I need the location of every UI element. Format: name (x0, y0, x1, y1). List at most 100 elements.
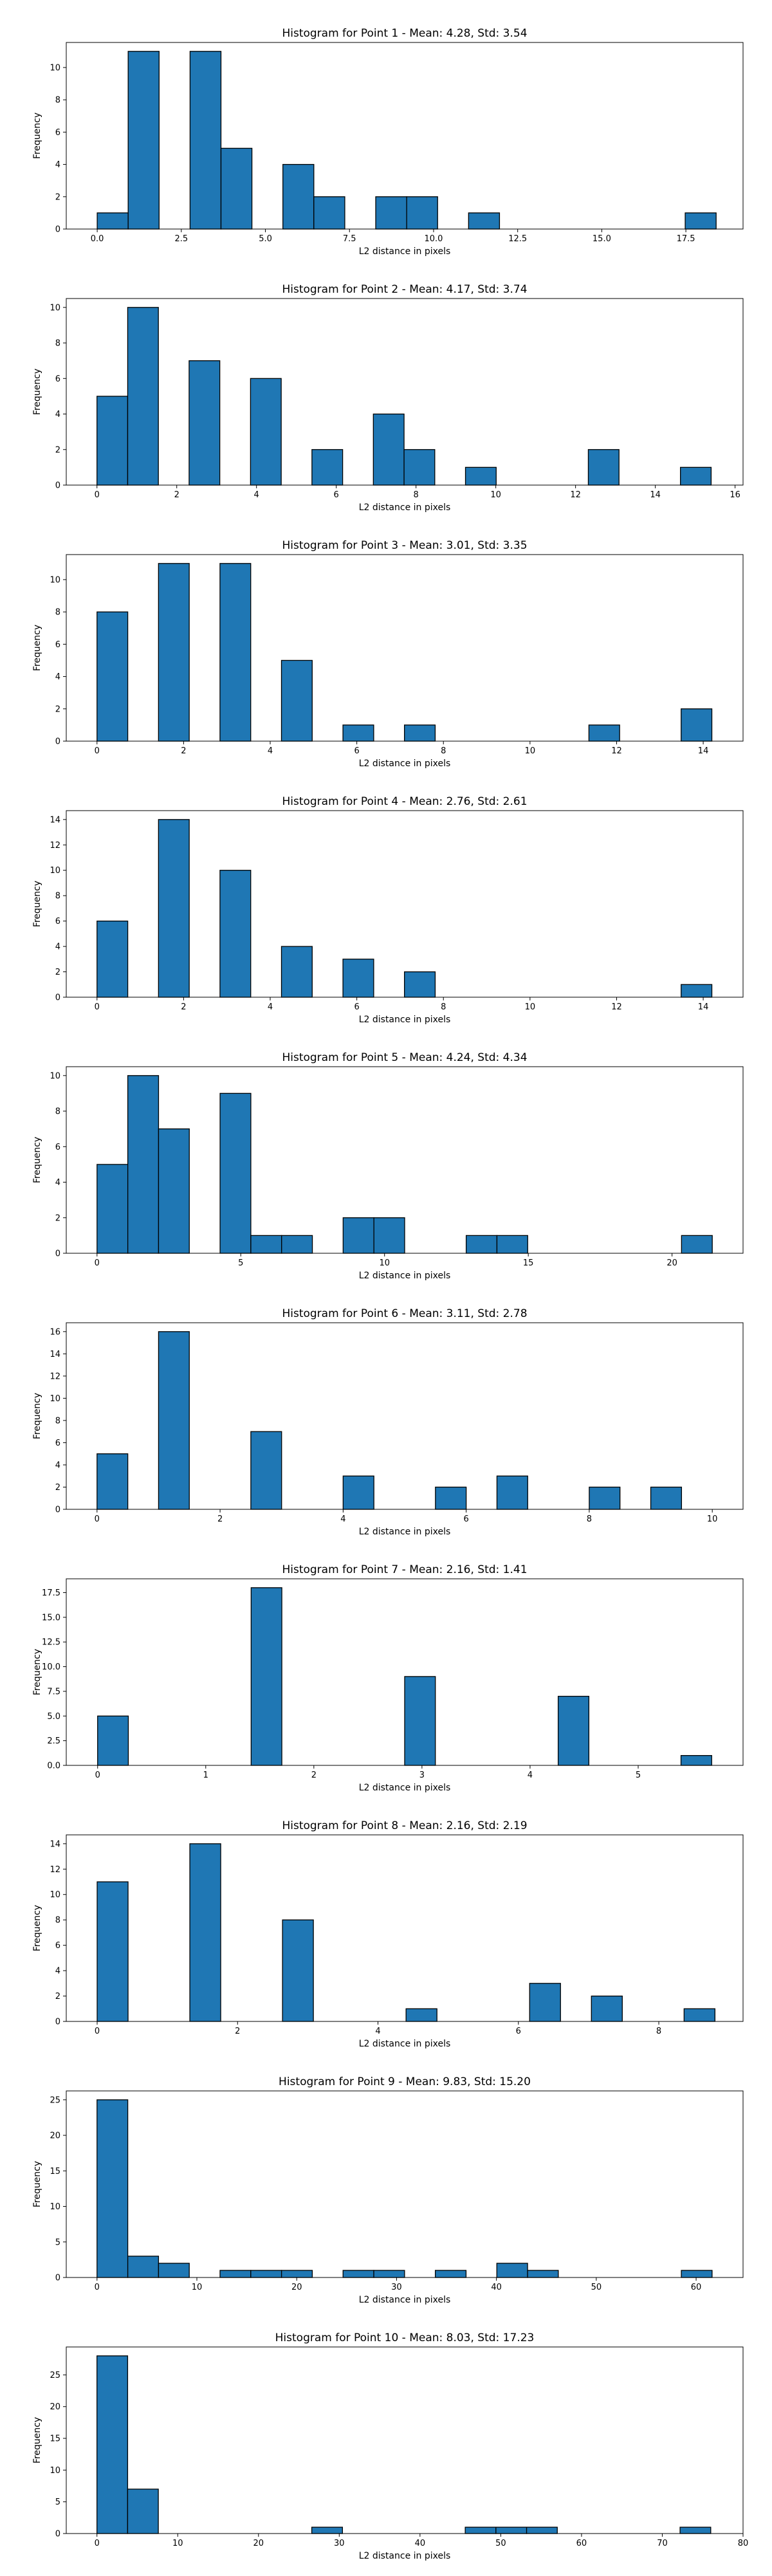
y-tick-label: 5 (55, 2498, 60, 2507)
chart-title: Histogram for Point 4 - Mean: 2.76, Std:… (282, 795, 527, 808)
y-tick-label: 2 (55, 445, 60, 455)
histogram-bar (375, 196, 407, 230)
histogram-bar (311, 2526, 343, 2534)
histogram-bar (219, 563, 252, 742)
histogram-bar (281, 1235, 313, 1254)
y-tick-label: 2 (55, 1213, 60, 1223)
x-tick-label: 6 (463, 1514, 468, 1524)
y-tick-label: 8 (55, 1416, 60, 1426)
histogram-bar (250, 378, 282, 486)
chart-title: Histogram for Point 8 - Mean: 2.16, Std:… (282, 1819, 527, 1832)
plot-frame (66, 1322, 744, 1510)
histogram-bar (526, 2526, 558, 2534)
histogram-bar (158, 819, 190, 998)
y-tick-label: 10 (50, 1890, 60, 1900)
x-tick-label: 0 (95, 1771, 100, 1780)
y-tick-label: 4 (55, 943, 60, 952)
y-tick-label: 15 (50, 2434, 60, 2444)
histogram-9: Histogram for Point 9 - Mean: 9.83, Std:… (32, 2075, 744, 2305)
histogram-bar (280, 946, 313, 998)
histogram-bar (405, 2008, 437, 2022)
chart-title: Histogram for Point 5 - Mean: 4.24, Std:… (282, 1051, 527, 1064)
x-tick-label: 15.0 (593, 234, 611, 244)
x-axis-label: L2 distance in pixels (359, 502, 451, 513)
x-tick-label: 16 (730, 490, 740, 500)
histogram-bar (96, 1453, 129, 1510)
chart-title: Histogram for Point 2 - Mean: 4.17, Std:… (282, 283, 527, 296)
histogram-bar (96, 396, 129, 486)
y-axis-label: Frequency (32, 1905, 42, 1951)
x-tick-label: 12 (611, 1002, 622, 1012)
x-tick-label: 4 (340, 1514, 345, 1524)
histogram-bar (685, 212, 717, 230)
x-tick-label: 60 (576, 2539, 587, 2548)
histogram-bar (188, 360, 221, 486)
x-axis-label: L2 distance in pixels (359, 759, 451, 769)
x-tick-label: 10 (172, 2539, 183, 2548)
histogram-bar (372, 413, 405, 486)
x-tick-label: 2 (311, 1771, 317, 1780)
x-tick-label: 2 (217, 1514, 223, 1524)
x-tick-label: 8 (587, 1514, 592, 1524)
y-tick-label: 0 (55, 1249, 60, 1259)
plot-frame (66, 298, 744, 486)
y-axis-label: Frequency (32, 625, 42, 671)
plot-frame (66, 2346, 744, 2534)
x-tick-label: 30 (334, 2539, 345, 2548)
x-tick-label: 7.5 (343, 234, 356, 244)
y-tick-label: 10 (50, 866, 60, 876)
histogram-bar (313, 196, 345, 230)
x-tick-label: 0.0 (91, 234, 104, 244)
histogram-bar (250, 1431, 282, 1510)
y-tick-label: 6 (55, 640, 60, 650)
x-tick-label: 8 (441, 746, 446, 756)
y-tick-label: 6 (55, 1143, 60, 1152)
x-axis-label: L2 distance in pixels (359, 1015, 451, 1025)
chart-title: Histogram for Point 3 - Mean: 3.01, Std:… (282, 539, 527, 552)
x-tick-label: 3 (419, 1771, 425, 1780)
y-tick-label: 16 (50, 1327, 60, 1337)
histogram-4: Histogram for Point 4 - Mean: 2.76, Std:… (32, 795, 744, 1025)
x-axis-label: L2 distance in pixels (359, 2551, 451, 2561)
y-axis-label: Frequency (32, 881, 42, 927)
histogram-bar (96, 1164, 129, 1254)
histogram-bar (342, 2270, 374, 2278)
x-tick-label: 14 (698, 1002, 709, 1012)
chart-title: Histogram for Point 6 - Mean: 3.11, Std:… (282, 1307, 527, 1320)
histogram-bar (189, 1843, 221, 2022)
plot-frame (66, 42, 744, 230)
histogram-bar (280, 2270, 313, 2278)
histogram-bar (680, 466, 712, 486)
y-axis-label: Frequency (32, 2161, 42, 2207)
histogram-bar (127, 51, 160, 230)
x-tick-label: 5 (238, 1258, 243, 1268)
x-tick-label: 20 (291, 2283, 302, 2292)
histogram-bar (587, 449, 620, 486)
plot-frame (66, 1578, 744, 1766)
y-tick-label: 8 (55, 96, 60, 106)
chart-title: Histogram for Point 7 - Mean: 2.16, Std:… (282, 1563, 527, 1576)
x-tick-label: 6 (354, 746, 359, 756)
plot-frame (66, 554, 744, 742)
y-tick-label: 25 (50, 2095, 60, 2105)
x-tick-label: 0 (95, 1258, 100, 1268)
histogram-bar (373, 1217, 405, 1254)
x-axis-label: L2 distance in pixels (359, 1527, 451, 1537)
histogram-bar (650, 1486, 683, 1510)
histogram-bar (683, 2008, 715, 2022)
histogram-2: Histogram for Point 2 - Mean: 4.17, Std:… (32, 283, 744, 513)
x-tick-label: 5 (636, 1771, 641, 1780)
chart-title: Histogram for Point 9 - Mean: 9.83, Std:… (279, 2075, 531, 2088)
histogram-bar (96, 1881, 129, 2022)
x-axis-label: L2 distance in pixels (359, 2039, 451, 2049)
x-tick-label: 8 (414, 490, 419, 500)
histogram-bar (404, 1676, 436, 1766)
histogram-bar (435, 2270, 467, 2278)
y-tick-label: 6 (55, 1439, 60, 1448)
histogram-bar (681, 984, 713, 998)
y-tick-label: 10 (50, 2202, 60, 2212)
histogram-bar (127, 1075, 160, 1254)
y-tick-label: 4 (55, 410, 60, 419)
y-tick-label: 2 (55, 968, 60, 977)
x-tick-label: 2 (235, 2027, 240, 2036)
